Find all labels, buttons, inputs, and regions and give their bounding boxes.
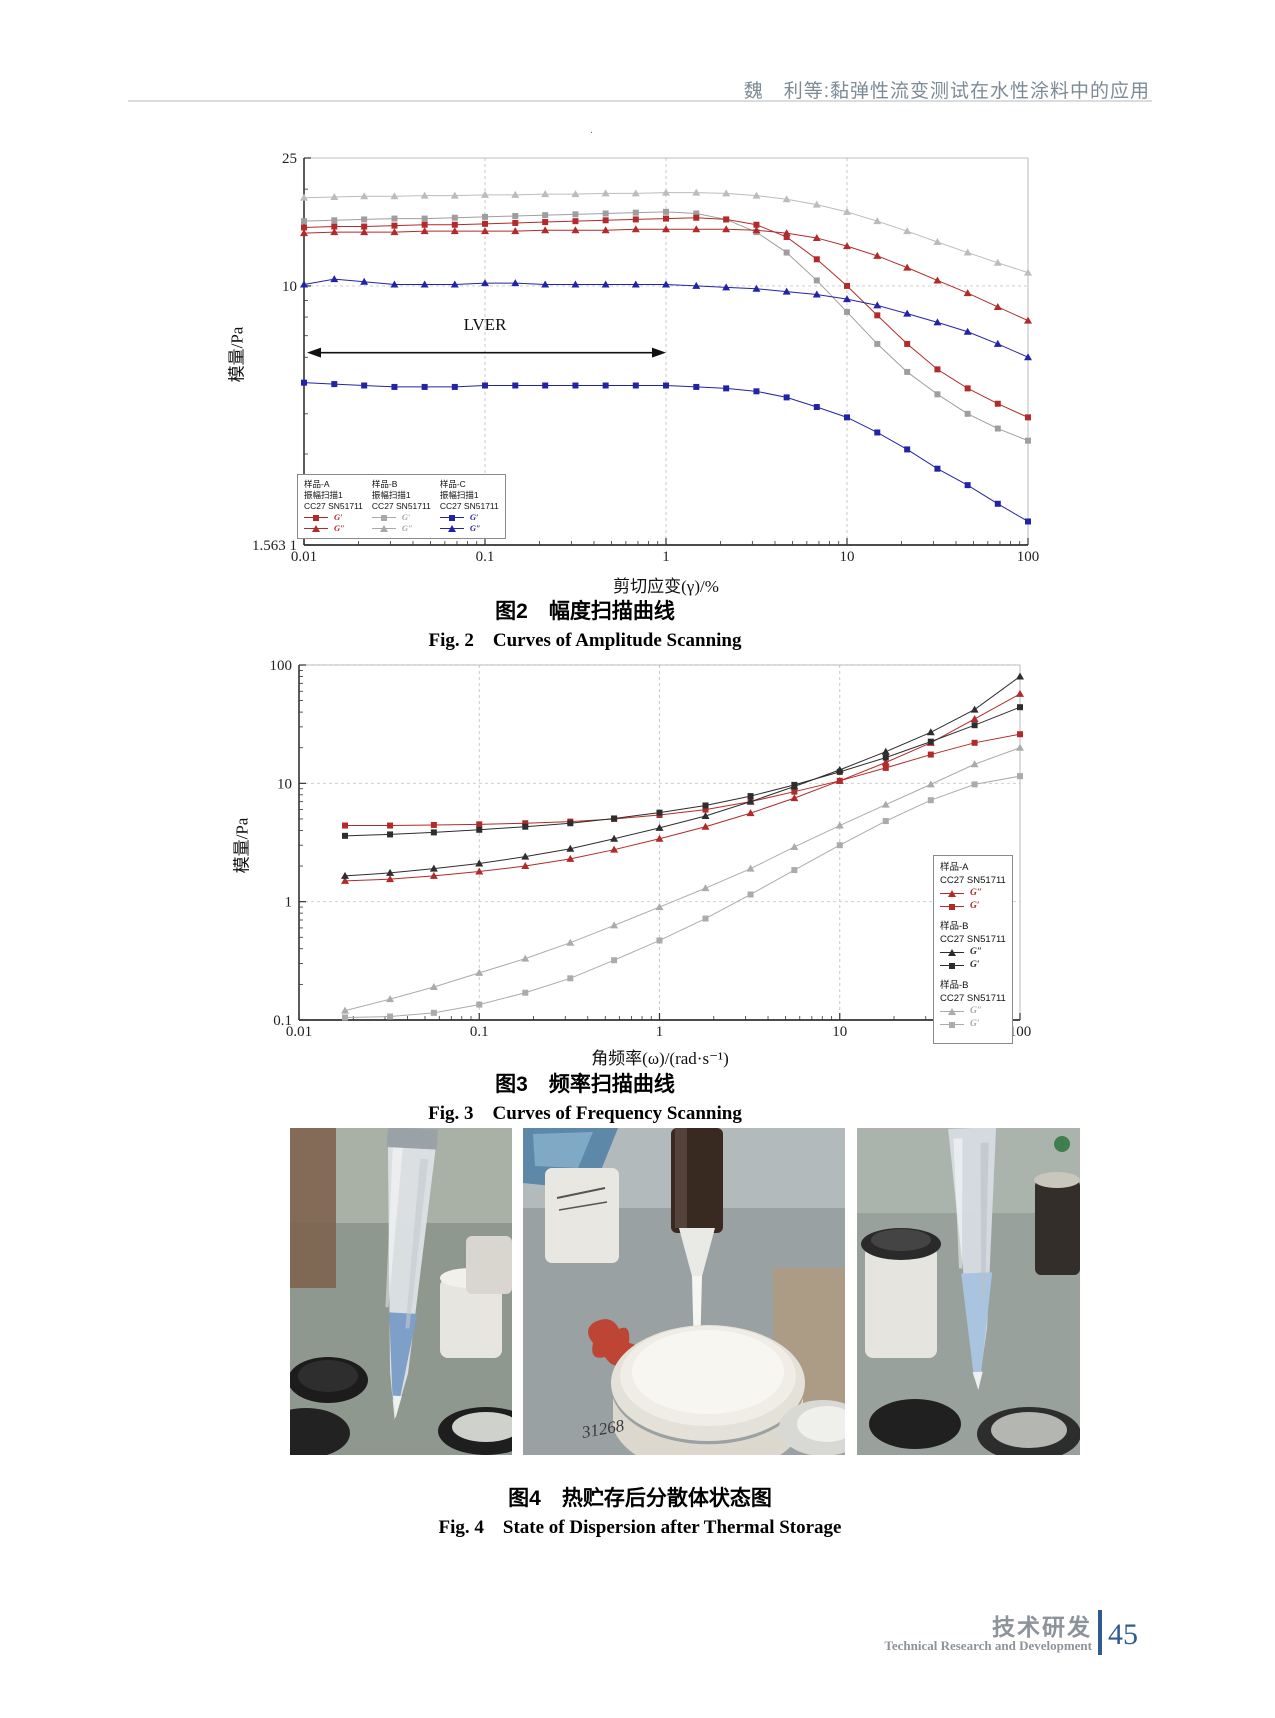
legend-text: 振幅扫描1	[304, 490, 343, 500]
photo-dispersion-sample-a	[290, 1128, 512, 1455]
legend-text: CC27 SN51711	[371, 501, 431, 511]
legend-text: 样品-B	[940, 980, 969, 991]
legend-entry: G′	[304, 512, 363, 523]
legend-series-label: G″	[970, 1006, 983, 1016]
legend-entry: G″	[940, 946, 1006, 959]
legend-text: 样品-B	[371, 479, 398, 489]
fig2-x-axis-title: 剪切应变(γ)/%	[613, 577, 719, 596]
running-head: 魏 利等:黏弹性流变测试在水性涂料中的应用	[743, 81, 1150, 102]
svg-text:10: 10	[840, 549, 855, 565]
square-marker-icon	[940, 1020, 964, 1029]
svg-text:0.01: 0.01	[286, 1024, 312, 1040]
legend-text: CC27 SN51711	[304, 501, 363, 511]
svg-text:100: 100	[1009, 1024, 1032, 1040]
legend-series-label: G″	[469, 523, 481, 533]
square-marker-icon	[371, 513, 396, 522]
svg-text:1: 1	[662, 549, 670, 565]
legend-text: 样品-B	[940, 921, 969, 932]
triangle-marker-icon	[940, 889, 964, 898]
legend-group: 样品-B 振幅扫描1 CC27 SN51711 G′ G″	[371, 479, 431, 534]
fig4-caption-en: Fig. 4 State of Dispersion after Thermal…	[438, 1517, 842, 1538]
legend-text: 振幅扫描1	[439, 490, 479, 500]
fig3-caption-cn: 图3 频率扫描曲线	[495, 1073, 675, 1096]
legend-series-label: G′	[469, 512, 479, 522]
svg-text:0.1: 0.1	[470, 1024, 489, 1040]
legend-entry: G′	[940, 1018, 1006, 1031]
fig3-x-axis-title: 角频率(ω)/(rad·s⁻¹)	[591, 1049, 729, 1068]
fig4-caption-cn: 图4 热贮存后分散体状态图	[508, 1487, 772, 1510]
legend-entry: G′	[371, 512, 431, 523]
svg-text:1: 1	[656, 1024, 664, 1040]
square-marker-icon	[304, 513, 328, 522]
legend-text: 样品-A	[940, 862, 969, 873]
footer-section-en: Technical Research and Development	[884, 1638, 1092, 1653]
legend-series-label: G″	[401, 523, 413, 533]
legend-entry: G′	[940, 959, 1006, 972]
footer-divider-bar	[1098, 1610, 1102, 1655]
legend-text: CC27 SN51711	[940, 934, 1006, 945]
legend-text: 样品-C	[439, 479, 466, 489]
triangle-marker-icon	[940, 1007, 964, 1016]
triangle-marker-icon	[304, 524, 328, 533]
fig2-legend: 样品-A 振幅扫描1 CC27 SN51711 G′ G″ 样品-B 振幅扫描1 CC27 S…	[297, 474, 506, 539]
legend-text: CC27 SN51711	[439, 501, 499, 511]
square-marker-icon	[940, 961, 964, 970]
legend-entry: G″	[940, 887, 1006, 900]
svg-text:0.1: 0.1	[476, 549, 495, 565]
legend-group: 样品-A CC27 SN51711 G″ G′	[940, 861, 1006, 913]
legend-text: 样品-A	[304, 479, 330, 489]
svg-text:10: 10	[277, 776, 292, 792]
photo-dispersion-sample-b: 31268	[523, 1128, 845, 1455]
footer-section-cn: 技术研发	[992, 1614, 1092, 1640]
legend-series-label: G′	[401, 512, 411, 522]
square-marker-icon	[940, 902, 964, 911]
legend-entry: G″	[371, 523, 431, 534]
fig2-caption-cn: 图2 幅度扫描曲线	[495, 600, 675, 623]
svg-text:25: 25	[282, 151, 297, 167]
svg-text:1.563 1: 1.563 1	[252, 538, 297, 554]
fig2-caption-en: Fig. 2 Curves of Amplitude Scanning	[428, 630, 742, 651]
legend-text: CC27 SN51711	[940, 875, 1006, 886]
legend-group: 样品-C 振幅扫描1 CC27 SN51711 G′ G″	[439, 479, 499, 534]
legend-series-label: G′	[970, 901, 980, 911]
legend-series-label: G″	[970, 947, 983, 957]
header-rule	[128, 100, 1152, 102]
svg-text:1: 1	[285, 895, 293, 911]
fig3-caption-en: Fig. 3 Curves of Frequency Scanning	[428, 1103, 742, 1124]
triangle-marker-icon	[371, 524, 396, 533]
legend-group: 样品-B CC27 SN51711 G″ G′	[940, 920, 1006, 972]
triangle-marker-icon	[940, 948, 964, 957]
svg-text:100: 100	[270, 658, 293, 674]
fig3-legend: 样品-A CC27 SN51711 G″ G′ 样品-B CC27 SN51711 G″ G′…	[933, 855, 1013, 1044]
stray-mark: .	[590, 124, 594, 136]
svg-text:0.01: 0.01	[291, 549, 317, 565]
legend-series-label: G′	[970, 1019, 980, 1029]
legend-series-label: G′	[334, 512, 343, 522]
svg-text:100: 100	[1017, 549, 1040, 565]
legend-group: 样品-B CC27 SN51711 G″ G′	[940, 979, 1006, 1031]
legend-series-label: G′	[970, 960, 980, 970]
legend-entry: G′	[940, 900, 1006, 913]
legend-group: 样品-A 振幅扫描1 CC27 SN51711 G′ G″	[304, 479, 363, 534]
photo-dispersion-sample-c	[857, 1128, 1080, 1455]
legend-entry: G″	[439, 523, 499, 534]
legend-entry: G′	[439, 512, 499, 523]
svg-text:LVER: LVER	[464, 315, 507, 334]
svg-text:0.1: 0.1	[273, 1013, 292, 1029]
square-marker-icon	[439, 513, 464, 522]
amplitude-sweep-chart: 0.01 0.1 1 10 100 25 10 1.563 1 LVER	[252, 151, 1040, 565]
legend-series-label: G″	[970, 888, 983, 898]
legend-entry: G″	[304, 523, 363, 534]
svg-text:10: 10	[282, 279, 297, 295]
legend-text: CC27 SN51711	[940, 993, 1006, 1004]
legend-entry: G″	[940, 1005, 1006, 1018]
legend-series-label: G″	[334, 523, 345, 533]
page-number: 45	[1108, 1618, 1138, 1651]
svg-text:10: 10	[832, 1024, 847, 1040]
legend-text: 振幅扫描1	[371, 490, 411, 500]
triangle-marker-icon	[439, 524, 464, 533]
